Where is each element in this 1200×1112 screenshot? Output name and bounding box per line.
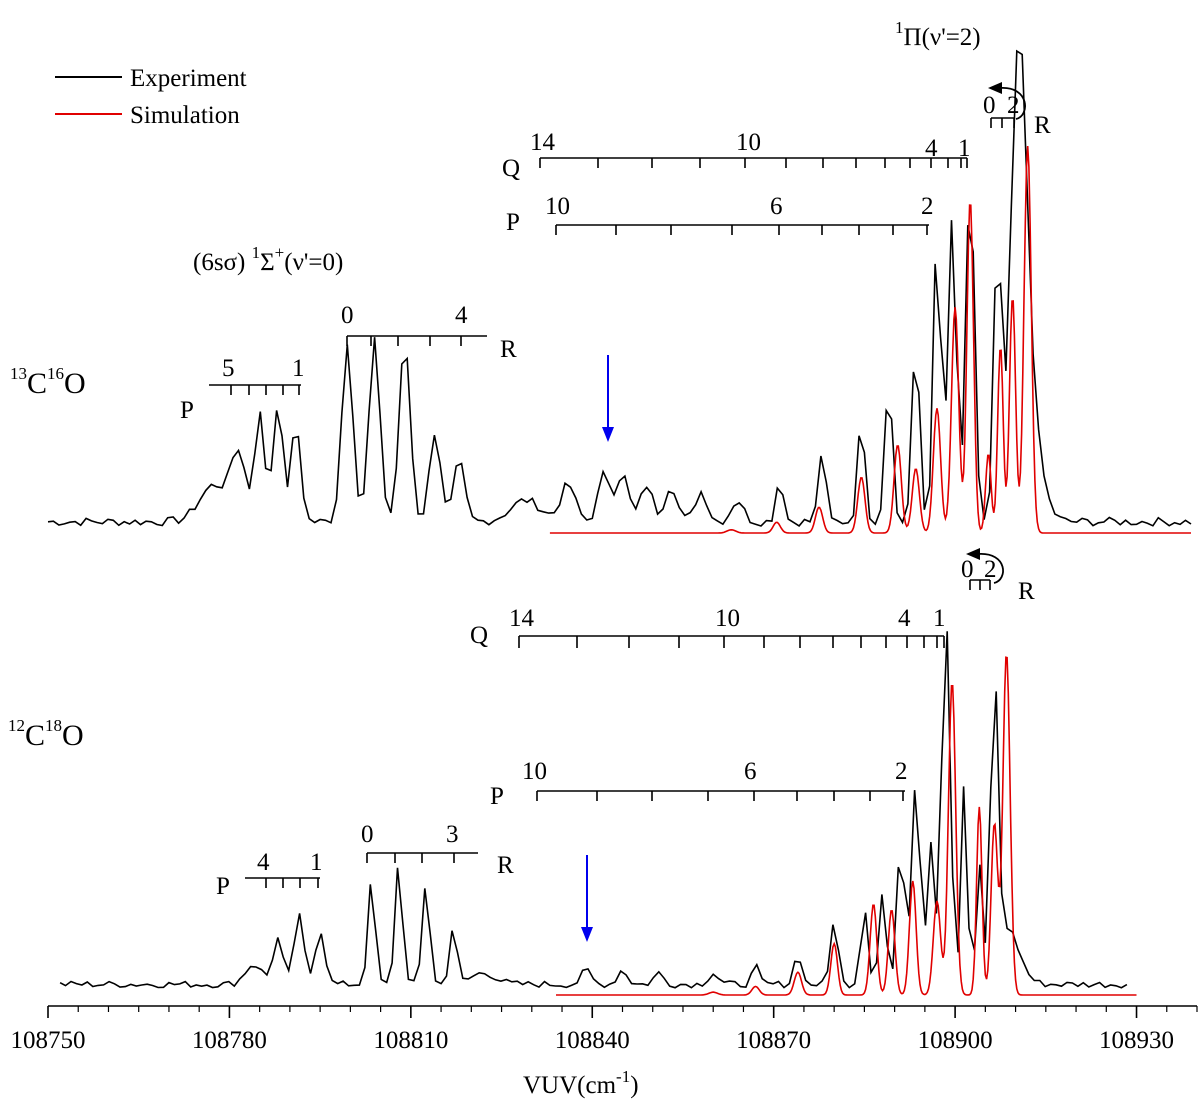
branch-label: 10 — [736, 129, 761, 156]
x-tick-label: 108900 — [918, 1027, 993, 1054]
branch-label: 4 — [257, 849, 270, 876]
series-simulation-13C16O — [549, 145, 1191, 534]
x-tick-label: 108810 — [373, 1027, 448, 1054]
branch-label: 5 — [222, 355, 235, 382]
branch-ticks — [346, 336, 462, 346]
branch-name-r: R — [1018, 578, 1035, 605]
branch-label: 0 — [983, 92, 996, 119]
branch-label: 2 — [921, 193, 934, 220]
branch-label: 10 — [522, 758, 547, 785]
branch-label: 6 — [744, 758, 757, 785]
branch-label: 14 — [530, 129, 556, 156]
branch-label: 4 — [898, 605, 911, 632]
top-branches: P 5 1 0 4 R Q 14 10 4 1 P 10 6 2 0 2 R — [180, 82, 1051, 424]
branch-label: 10 — [715, 605, 740, 632]
branch-label: 0 — [361, 821, 374, 848]
branch-name-p: P — [216, 873, 230, 900]
branch-name-r: R — [1034, 112, 1051, 139]
branch-name-r: R — [497, 852, 514, 879]
x-axis: 108750 108780 108810 108840 108870 108900 1089… — [11, 1006, 1198, 1054]
branch-label: 2 — [1007, 92, 1020, 119]
branch-ticks — [536, 791, 904, 801]
x-tick-label: 108840 — [555, 1027, 630, 1054]
branch-label: 6 — [770, 193, 783, 220]
series-experiment-12C18O — [59, 631, 1128, 989]
series-experiment-13C16O — [47, 49, 1192, 527]
spectra — [47, 49, 1192, 996]
legend-experiment-label: Experiment — [130, 65, 247, 92]
branch-ticks — [539, 158, 968, 168]
branch-ticks — [265, 878, 319, 888]
molecule-label-12c18o: 12C18O — [8, 716, 84, 752]
branch-label: 1 — [292, 355, 305, 382]
return-arrow-icon — [977, 553, 1004, 584]
arrowhead-icon — [966, 548, 980, 560]
branch-label: 4 — [925, 135, 938, 162]
x-tick-label: 108930 — [1099, 1027, 1174, 1054]
x-axis-label: VUV(cm-1) — [523, 1067, 639, 1099]
branch-name-p: P — [180, 397, 194, 424]
arrowhead-icon — [988, 82, 1002, 94]
branch-ticks — [555, 225, 928, 235]
series-simulation-12C18O — [556, 656, 1137, 996]
branch-label: 0 — [961, 556, 974, 583]
branch-label: 1 — [958, 135, 971, 162]
branch-label: 2 — [895, 758, 908, 785]
branch-name-q: Q — [470, 622, 488, 649]
x-tick-label: 108780 — [192, 1027, 267, 1054]
branch-label: 14 — [509, 605, 535, 632]
state-label-pi: 1Π(ν'=2) — [895, 18, 981, 51]
arrowhead-icon — [581, 927, 593, 942]
branch-label: 4 — [455, 302, 468, 329]
branch-name-p: P — [490, 783, 504, 810]
branch-label: 10 — [545, 193, 570, 220]
branch-ticks — [366, 853, 455, 863]
legend-simulation-label: Simulation — [130, 102, 240, 129]
branch-name-p: P — [506, 209, 520, 236]
x-tick-label: 108750 — [11, 1027, 86, 1054]
branch-label: 0 — [341, 302, 354, 329]
branch-ticks — [518, 636, 945, 648]
branch-label: 2 — [984, 556, 997, 583]
legend: Experiment Simulation — [55, 65, 247, 129]
branch-ticks — [969, 579, 991, 590]
x-tick-label: 108870 — [736, 1027, 811, 1054]
bottom-branches: P 4 1 0 3 R Q 14 10 4 1 P 10 6 2 0 2 R — [216, 548, 1035, 900]
marker-arrows — [581, 355, 614, 942]
branch-label: 1 — [933, 605, 946, 632]
branch-name-q: Q — [502, 155, 520, 182]
branch-ticks — [230, 385, 300, 395]
arrowhead-icon — [602, 427, 614, 442]
molecule-label-13c16o: 13C16O — [10, 364, 86, 400]
branch-ticks — [990, 117, 1015, 128]
branch-label: 3 — [446, 821, 459, 848]
branch-label: 1 — [310, 849, 323, 876]
branch-name-r: R — [500, 336, 517, 363]
state-label-6s-sigma: (6sσ) 1Σ+(ν'=0) — [193, 243, 343, 276]
